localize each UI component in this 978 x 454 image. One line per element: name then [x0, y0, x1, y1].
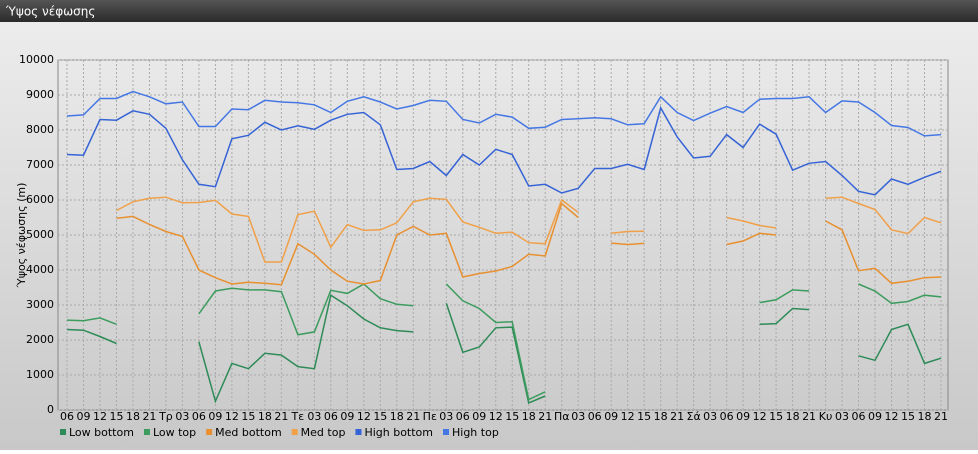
x-tick-label: 09 — [340, 410, 354, 423]
series-line — [116, 196, 942, 263]
series-line — [66, 283, 942, 401]
y-tick-label: 0 — [47, 403, 54, 416]
x-tick-label: 09 — [736, 410, 750, 423]
x-tick-label: 12 — [225, 410, 239, 423]
legend-swatch — [60, 429, 66, 435]
x-tick-label: Τε — [291, 410, 305, 423]
legend-swatch — [443, 429, 449, 435]
x-tick-label: 09 — [604, 410, 618, 423]
y-axis-label: Ύψος νέφωσης (m) — [15, 183, 28, 289]
legend-label: Low bottom — [69, 426, 134, 439]
x-tick-label: 15 — [901, 410, 915, 423]
x-tick-label: 18 — [522, 410, 536, 423]
y-tick-label: 4000 — [26, 263, 54, 276]
x-tick-label: 09 — [868, 410, 882, 423]
series-line — [116, 202, 942, 286]
y-tick-label: 7000 — [26, 158, 54, 171]
y-tick-label: 3000 — [26, 298, 54, 311]
x-tick-label: 03 — [439, 410, 453, 423]
x-tick-label: 06 — [324, 410, 338, 423]
x-tick-label: 21 — [802, 410, 816, 423]
x-tick-label: 12 — [357, 410, 371, 423]
legend-label: Med bottom — [215, 426, 282, 439]
x-tick-label: 03 — [175, 410, 189, 423]
x-tick-label: Πε — [423, 410, 437, 423]
chart-title: Ύψος νέφωσης — [5, 5, 95, 19]
x-tick-label: 21 — [670, 410, 684, 423]
x-tick-label: 06 — [852, 410, 866, 423]
y-tick-label: 2000 — [26, 333, 54, 346]
y-tick-label: 5000 — [26, 228, 54, 241]
x-tick-label: 06 — [60, 410, 74, 423]
legend-label: Low top — [153, 426, 196, 439]
legend-label: High bottom — [364, 426, 433, 439]
x-tick-label: 15 — [241, 410, 255, 423]
x-tick-label: 09 — [208, 410, 222, 423]
x-tick-label: 12 — [621, 410, 635, 423]
x-tick-label: 12 — [93, 410, 107, 423]
legend-label: High top — [452, 426, 499, 439]
legend-label: Med top — [301, 426, 346, 439]
x-tick-label: 06 — [720, 410, 734, 423]
y-tick-label: 9000 — [26, 88, 54, 101]
x-tick-label: 03 — [307, 410, 321, 423]
y-tick-label: 1000 — [26, 368, 54, 381]
x-tick-label: 18 — [390, 410, 404, 423]
x-tick-label: 03 — [835, 410, 849, 423]
x-tick-label: 18 — [126, 410, 140, 423]
legend-swatch — [143, 429, 150, 435]
x-tick-label: Τρ — [158, 410, 173, 423]
x-tick-label: 06 — [192, 410, 206, 423]
x-tick-label: 15 — [373, 410, 387, 423]
y-tick-label: 10000 — [19, 53, 54, 66]
series-line — [66, 105, 942, 196]
x-tick-label: 03 — [703, 410, 717, 423]
x-tick-label: Σά — [687, 410, 701, 423]
x-tick-label: 21 — [538, 410, 552, 423]
x-tick-label: 06 — [456, 410, 470, 423]
series-line — [66, 90, 942, 137]
legend-swatch — [206, 429, 213, 435]
x-tick-label: 18 — [258, 410, 272, 423]
x-tick-label: 12 — [753, 410, 767, 423]
x-tick-label: 06 — [588, 410, 602, 423]
y-tick-label: 6000 — [26, 193, 54, 206]
x-tick-label: 15 — [505, 410, 519, 423]
x-tick-label: 12 — [885, 410, 899, 423]
legend-swatch — [355, 429, 362, 435]
x-tick-label: 12 — [489, 410, 503, 423]
x-tick-label: 18 — [918, 410, 932, 423]
x-tick-label: 09 — [472, 410, 486, 423]
x-tick-label: 21 — [274, 410, 288, 423]
x-tick-label: Πα — [554, 410, 570, 423]
x-tick-label: 15 — [637, 410, 651, 423]
x-tick-label: 21 — [934, 410, 948, 423]
x-tick-label: 18 — [654, 410, 668, 423]
x-tick-label: 21 — [142, 410, 156, 423]
x-tick-label: 03 — [571, 410, 585, 423]
x-tick-label: 15 — [769, 410, 783, 423]
x-tick-label: 18 — [786, 410, 800, 423]
x-tick-label: Κυ — [819, 410, 833, 423]
x-tick-label: 21 — [406, 410, 420, 423]
x-tick-label: 09 — [76, 410, 90, 423]
y-tick-label: 8000 — [26, 123, 54, 136]
x-tick-label: 15 — [109, 410, 123, 423]
legend-swatch — [291, 429, 298, 435]
series-line — [66, 293, 942, 405]
title-bar — [0, 0, 978, 22]
